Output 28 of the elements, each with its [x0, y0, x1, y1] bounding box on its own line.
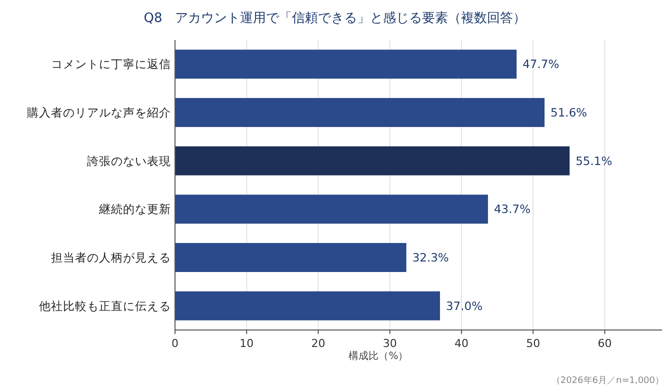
text: （2026年6月／n=1,000） — [551, 375, 664, 386]
bar — [175, 50, 517, 79]
y-tick-label: 誇張のない表現 — [87, 154, 171, 168]
data-label: 43.7% — [494, 202, 531, 216]
y-tick-label: コメントに丁寧に返信 — [51, 57, 171, 72]
x-tick-label: 10 — [240, 337, 254, 350]
x-tick-label: 40 — [454, 337, 468, 350]
x-tick-label: 30 — [382, 337, 397, 350]
data-label: 55.1% — [576, 154, 612, 168]
data-label: 47.7% — [522, 57, 560, 72]
y-tick-label: 他社比較も正直に伝える — [39, 298, 171, 313]
data-label: 32.3% — [412, 250, 449, 264]
y-tick-label: 購入者のリアルな声を紹介 — [27, 106, 171, 120]
chart-title: Q8 アカウント運用で「信頼できる」と感じる要素（複数回答） — [144, 11, 526, 26]
data-label: 51.6% — [550, 106, 588, 120]
bar — [175, 146, 570, 176]
bar — [175, 194, 488, 224]
bar — [175, 98, 545, 127]
bar — [175, 243, 406, 272]
data-label: 37.0% — [446, 298, 483, 313]
x-tick-label: 20 — [311, 337, 326, 350]
bar — [175, 291, 440, 320]
x-tick-label: 50 — [526, 337, 540, 350]
y-tick-label: 担当者の人柄が見える — [51, 250, 171, 264]
x-axis-title: 構成比（%） — [348, 350, 408, 362]
y-tick-label: 継続的な更新 — [98, 202, 171, 216]
x-tick-label: 60 — [598, 337, 612, 350]
x-tick-label: 0 — [172, 337, 178, 350]
